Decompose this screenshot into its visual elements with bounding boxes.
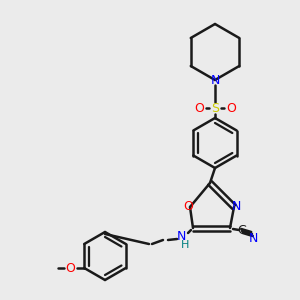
Text: C: C [238, 224, 246, 236]
Text: S: S [211, 101, 219, 115]
Text: N: N [176, 230, 186, 242]
Text: O: O [65, 262, 75, 275]
Text: N: N [210, 74, 220, 86]
Text: O: O [183, 200, 193, 214]
Text: O: O [226, 101, 236, 115]
Text: N: N [248, 232, 258, 244]
Text: O: O [194, 101, 204, 115]
Text: H: H [181, 240, 189, 250]
Text: N: N [231, 200, 241, 214]
